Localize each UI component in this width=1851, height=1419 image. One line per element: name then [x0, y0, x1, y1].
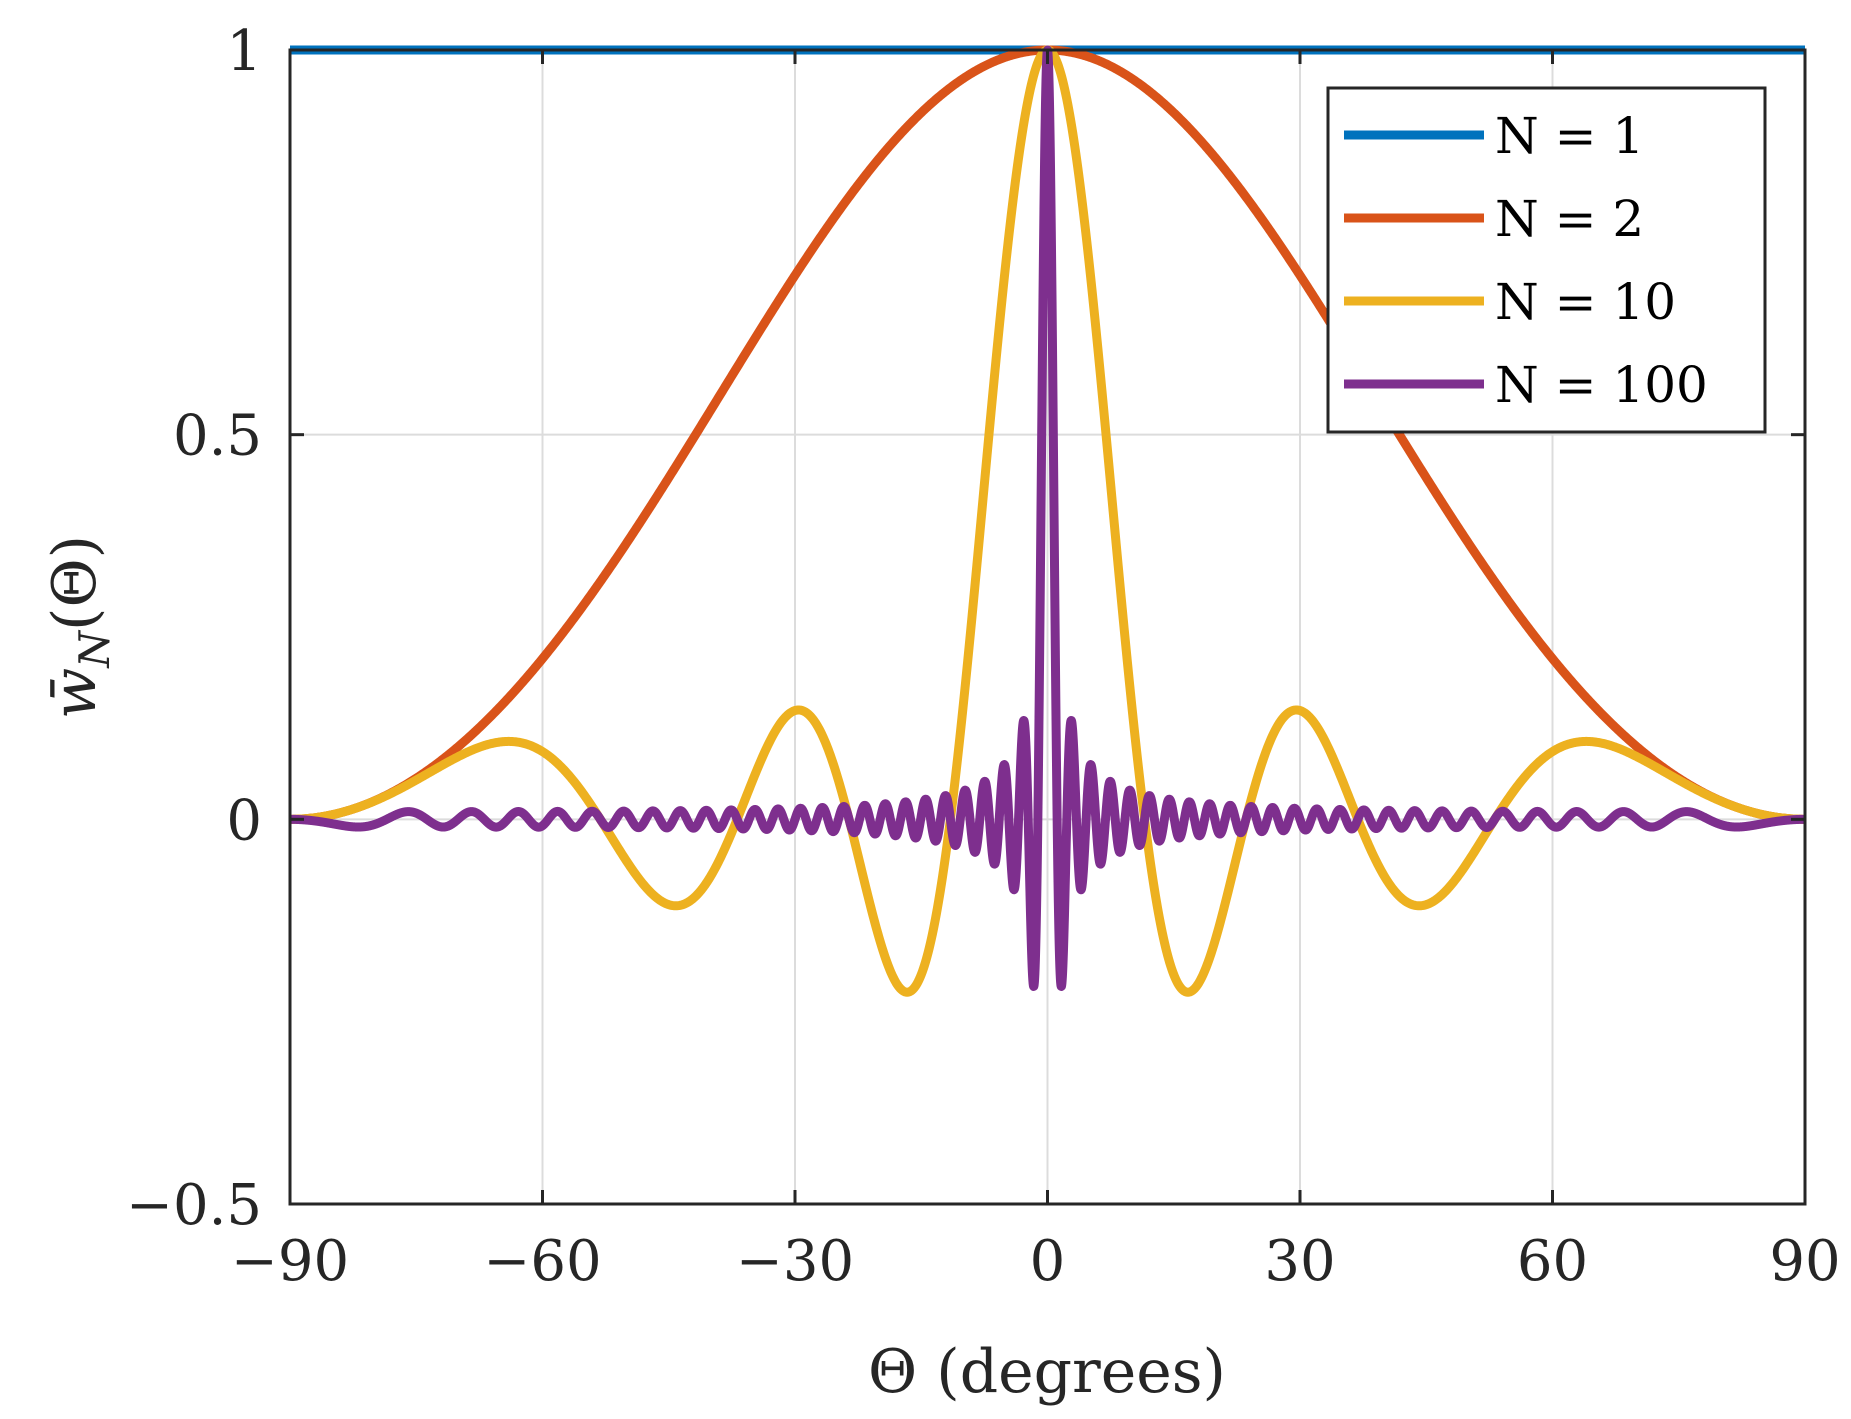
legend-label-n10: N = 10	[1495, 273, 1676, 331]
y-axis-title-main: w̄	[40, 668, 110, 719]
y-tick-label: −0.5	[126, 1173, 262, 1238]
x-tick-labels: −90 −60 −30 0 30 60 90	[231, 1229, 1841, 1294]
y-tick-label: 0	[226, 788, 262, 853]
ticks	[288, 48, 1807, 1206]
x-tick-label: 0	[1030, 1229, 1066, 1294]
y-tick-labels: −0.5 0 0.5 1	[126, 19, 262, 1238]
legend-box	[1326, 86, 1767, 434]
x-tick-label: 30	[1264, 1229, 1335, 1294]
x-tick-label: −60	[483, 1229, 601, 1294]
legend: N = 1 N = 2 N = 10 N = 100	[1326, 86, 1767, 434]
legend-item: N = 10	[1344, 273, 1676, 331]
legend-item: N = 100	[1344, 356, 1708, 414]
x-tick-label: 90	[1769, 1229, 1840, 1294]
x-tick-label: −90	[231, 1229, 349, 1294]
y-axis-title: w̄N(Θ)	[40, 535, 119, 719]
legend-item: N = 2	[1344, 190, 1644, 248]
x-tick-label: 60	[1517, 1229, 1588, 1294]
legend-label-n1: N = 1	[1495, 107, 1644, 165]
legend-label-n2: N = 2	[1495, 190, 1644, 248]
x-tick-label: −30	[736, 1229, 854, 1294]
y-tick-label: 1	[226, 19, 262, 84]
x-axis-title: Θ (degrees)	[868, 1337, 1226, 1407]
y-axis-title-args: (Θ)	[40, 535, 110, 631]
y-axis-title-sub: N	[70, 630, 119, 669]
legend-label-n100: N = 100	[1495, 356, 1708, 414]
legend-item: N = 1	[1344, 107, 1644, 165]
y-tick-label: 0.5	[173, 404, 262, 469]
